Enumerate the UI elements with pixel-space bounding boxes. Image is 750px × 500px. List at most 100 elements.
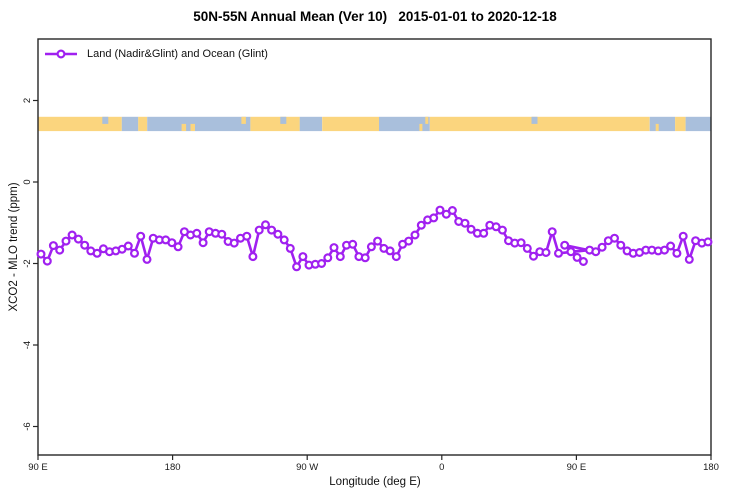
data-point-marker: [460, 218, 470, 228]
data-point-marker: [61, 236, 71, 246]
data-point-marker: [123, 241, 133, 251]
data-point-marker: [285, 243, 295, 253]
map-band-ocean-segment: [121, 116, 139, 132]
y-tick-label: 0: [22, 179, 33, 184]
data-point-marker: [92, 248, 102, 258]
data-point-marker: [192, 228, 202, 238]
data-point-marker: [335, 252, 345, 262]
data-point-marker: [323, 253, 333, 263]
data-point-marker: [404, 236, 414, 246]
chart-title: 50N-55N Annual Mean (Ver 10) 2015-01-01 …: [193, 9, 557, 24]
data-point-marker: [80, 240, 90, 250]
data-point-marker: [130, 248, 140, 258]
data-point-marker: [466, 224, 476, 234]
data-point-marker: [48, 241, 58, 251]
data-point-marker: [672, 248, 682, 258]
data-point-marker: [136, 231, 146, 241]
y-axis-label: XCO2 - MLO trend (ppm): [8, 182, 20, 312]
data-point-marker: [298, 252, 308, 262]
data-point-marker: [385, 246, 395, 256]
map-band-land-segment: [675, 116, 686, 132]
map-band-detail-land: [181, 123, 187, 131]
data-point-marker: [591, 247, 601, 257]
map-band-ocean-segment: [379, 116, 430, 132]
map-band-detail-ocean: [531, 116, 538, 124]
data-point-marker: [273, 229, 283, 239]
map-band-land-segment: [322, 116, 379, 132]
data-point-marker: [142, 254, 152, 264]
data-point-marker: [560, 240, 570, 250]
data-point-marker: [416, 220, 426, 230]
map-band-land-segment: [429, 116, 650, 132]
data-point-marker: [261, 220, 271, 230]
data-point-marker: [541, 248, 551, 258]
x-axis-label: Longitude (deg E): [329, 476, 421, 488]
y-tick-label: -4: [22, 341, 33, 349]
data-point-marker: [566, 247, 576, 257]
data-point-marker: [373, 236, 383, 246]
data-point-marker: [703, 237, 713, 247]
map-band-ocean-segment: [649, 116, 676, 132]
data-point-marker: [73, 234, 83, 244]
plot-frame: [37, 38, 712, 456]
map-band-detail-ocean: [102, 116, 109, 124]
data-point-marker: [391, 252, 401, 262]
data-point-marker: [167, 238, 177, 248]
data-point-marker: [553, 248, 563, 258]
data-point-marker: [198, 238, 208, 248]
data-point-marker: [366, 242, 376, 252]
data-point-marker: [348, 239, 358, 249]
y-tick-label: 2: [22, 98, 33, 103]
map-band-land-segment: [38, 116, 122, 132]
data-point-marker: [329, 243, 339, 253]
data-point-marker: [360, 253, 370, 263]
y-tick-label: -6: [22, 422, 33, 430]
data-point-marker: [435, 205, 445, 215]
map-band-land-segment: [138, 116, 148, 132]
data-point-marker: [173, 242, 183, 252]
data-point-marker: [248, 252, 258, 262]
data-point-marker: [522, 243, 532, 253]
data-point-marker: [447, 206, 457, 216]
data-point-marker: [254, 225, 264, 235]
map-band-detail-ocean: [280, 116, 287, 124]
legend: Land (Nadir&Glint) and Ocean (Glint): [44, 48, 268, 60]
data-point-marker: [528, 251, 538, 261]
data-point-marker: [516, 238, 526, 248]
data-point-marker: [292, 262, 302, 272]
data-point-marker: [429, 213, 439, 223]
data-point-marker: [547, 227, 557, 237]
data-point-marker: [666, 241, 676, 251]
data-point-marker: [578, 257, 588, 267]
data-point-marker: [217, 229, 227, 239]
data-point-marker: [684, 254, 694, 264]
data-point-marker: [242, 231, 252, 241]
map-band-ocean-segment: [299, 116, 323, 132]
x-tick-label: 90 E: [567, 462, 587, 473]
x-tick-label: 180: [165, 462, 181, 473]
data-point-marker: [55, 245, 65, 255]
data-point-marker: [659, 245, 669, 255]
map-band-ocean-segment: [147, 116, 251, 132]
data-point-marker: [678, 231, 688, 241]
map-band-ocean-segment: [685, 116, 711, 132]
data-point-marker: [410, 230, 420, 240]
data-point-marker: [279, 235, 289, 245]
data-point-marker: [267, 225, 277, 235]
x-tick-label: 90 E: [28, 462, 48, 473]
data-point-marker: [229, 238, 239, 248]
map-band-detail-land: [190, 123, 195, 131]
data-point-marker: [497, 225, 507, 235]
data-point-marker: [441, 209, 451, 219]
legend-line-marker-icon: [45, 49, 77, 59]
x-tick-label: 180: [703, 462, 719, 473]
map-band-detail-land: [425, 116, 429, 124]
data-point-marker: [67, 230, 77, 240]
data-point-marker: [597, 242, 607, 252]
data-point-marker: [42, 256, 52, 266]
map-band-detail-land: [241, 116, 246, 124]
data-point-marker: [609, 233, 619, 243]
data-point-marker: [572, 252, 582, 262]
